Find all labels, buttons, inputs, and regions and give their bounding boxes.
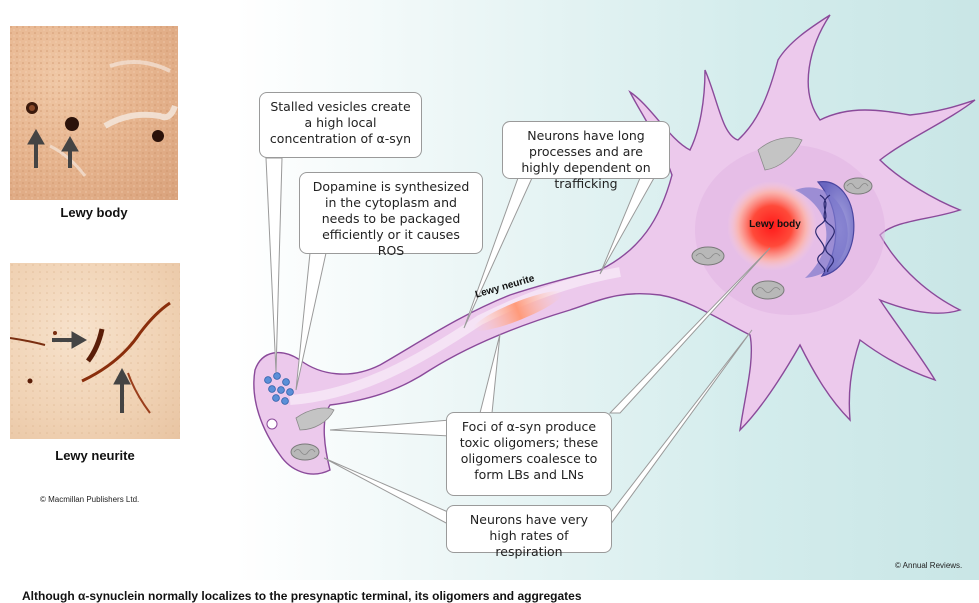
mitochondrion-icon: [290, 177, 873, 461]
neuron-cell-body: [253, 14, 976, 475]
callout-dopamine: Dopamine is synthesized in the cytoplasm…: [299, 172, 483, 258]
figure-caption: Although α-synuclein normally localizes …: [22, 589, 582, 603]
lewy-neurite-micrograph-art: [10, 263, 180, 439]
callout-long-processes: Neurons have long processes and are high…: [502, 121, 670, 191]
lewy-body-label: Lewy body: [749, 219, 801, 230]
callout-pointers: [265, 157, 771, 534]
callout-foci: Foci of α-syn produce toxic oligomers; t…: [446, 412, 612, 496]
lewy-neurite-glow: [473, 291, 563, 331]
macmillan-credit: © Macmillan Publishers Ltd.: [40, 495, 140, 504]
lewy-neurite-micrograph: [10, 263, 180, 439]
dna-helix-icon: [815, 194, 835, 273]
lewy-neurite-caption: Lewy neurite: [55, 448, 135, 463]
annual-reviews-credit: © Annual Reviews.: [895, 561, 963, 570]
lewy-body-glow: [727, 181, 817, 271]
arrow-icon: [52, 331, 131, 413]
lewy-body-caption: Lewy body: [60, 205, 128, 220]
golgi-icon: [295, 137, 803, 431]
callout-stalled-vesicles: Stalled vesicles create a high local con…: [259, 92, 422, 158]
lewy-body-micrograph-art: [10, 26, 178, 200]
neuron-illustration: [253, 14, 976, 534]
lewy-body-micrograph: [10, 26, 178, 200]
arrow-icon: [27, 128, 79, 168]
callout-respiration: Neurons have very high rates of respirat…: [446, 505, 612, 559]
synaptic-vesicles: [264, 372, 294, 405]
